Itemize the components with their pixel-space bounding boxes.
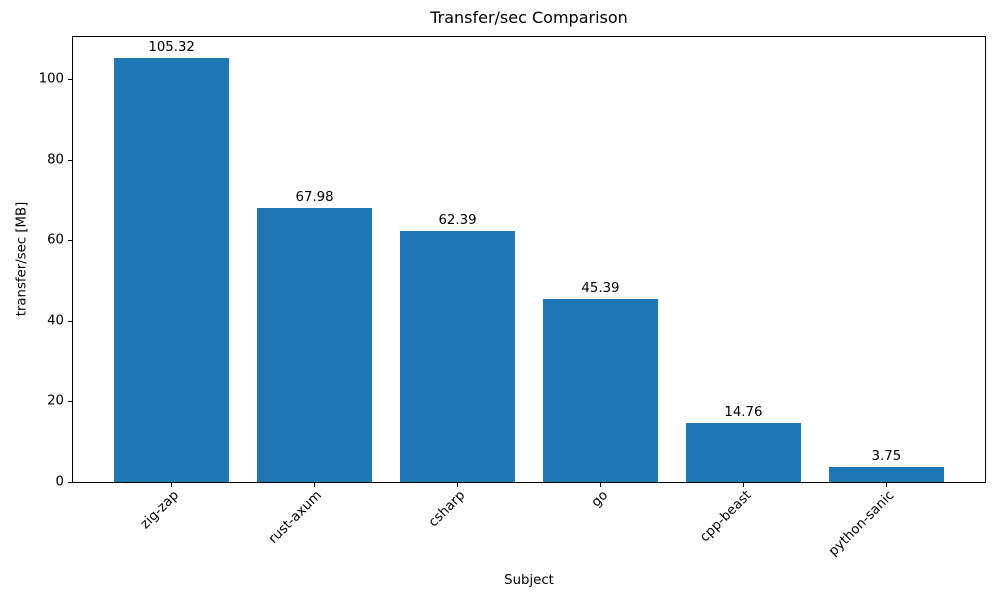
chart-title: Transfer/sec Comparison [430,8,628,27]
y-axis-label: transfer/sec [MB] [14,201,30,317]
bar-value-label: 105.32 [148,40,195,56]
y-tick [68,79,73,81]
x-tick [885,482,887,487]
x-tick-label: cpp-beast [696,488,755,546]
plot-area: 105.32 zig-zap 67.98 rust-axum 62.39 csharp 45… [39,36,986,559]
y-tick-label: 40 [47,313,64,329]
x-tick [457,482,459,487]
x-tick [314,482,316,487]
y-tick [68,240,73,242]
x-tick-label: rust-axum [266,488,326,547]
x-tick-label: go [588,488,612,511]
bar-go [543,299,658,482]
bar-zig-zap [114,58,229,482]
bar-value-label: 3.75 [871,448,902,464]
y-tick [68,481,73,483]
x-tick-label: python-sanic [825,488,897,560]
bar-rust-axum [257,208,372,482]
x-tick [171,482,173,487]
x-tick-label: zig-zap [138,488,183,533]
y-tick [68,401,73,403]
y-tick [68,320,73,322]
bar-cpp-beast [686,422,801,482]
bar-value-label: 45.39 [581,281,620,297]
x-tick [742,482,744,487]
x-tick-label: csharp [425,488,469,531]
bar-csharp [400,230,515,482]
x-tick [599,482,601,487]
bar-python-sanic [829,466,944,482]
y-tick-label: 0 [55,474,64,490]
y-tick-label: 80 [47,152,64,168]
bar-value-label: 67.98 [295,190,334,206]
y-tick-label: 100 [38,71,64,87]
y-tick-label: 60 [47,232,64,248]
bar-value-label: 14.76 [724,404,763,420]
bar-value-label: 62.39 [438,212,477,228]
y-tick [68,159,73,161]
y-tick-label: 20 [47,393,64,409]
x-axis-label: Subject [504,573,554,588]
